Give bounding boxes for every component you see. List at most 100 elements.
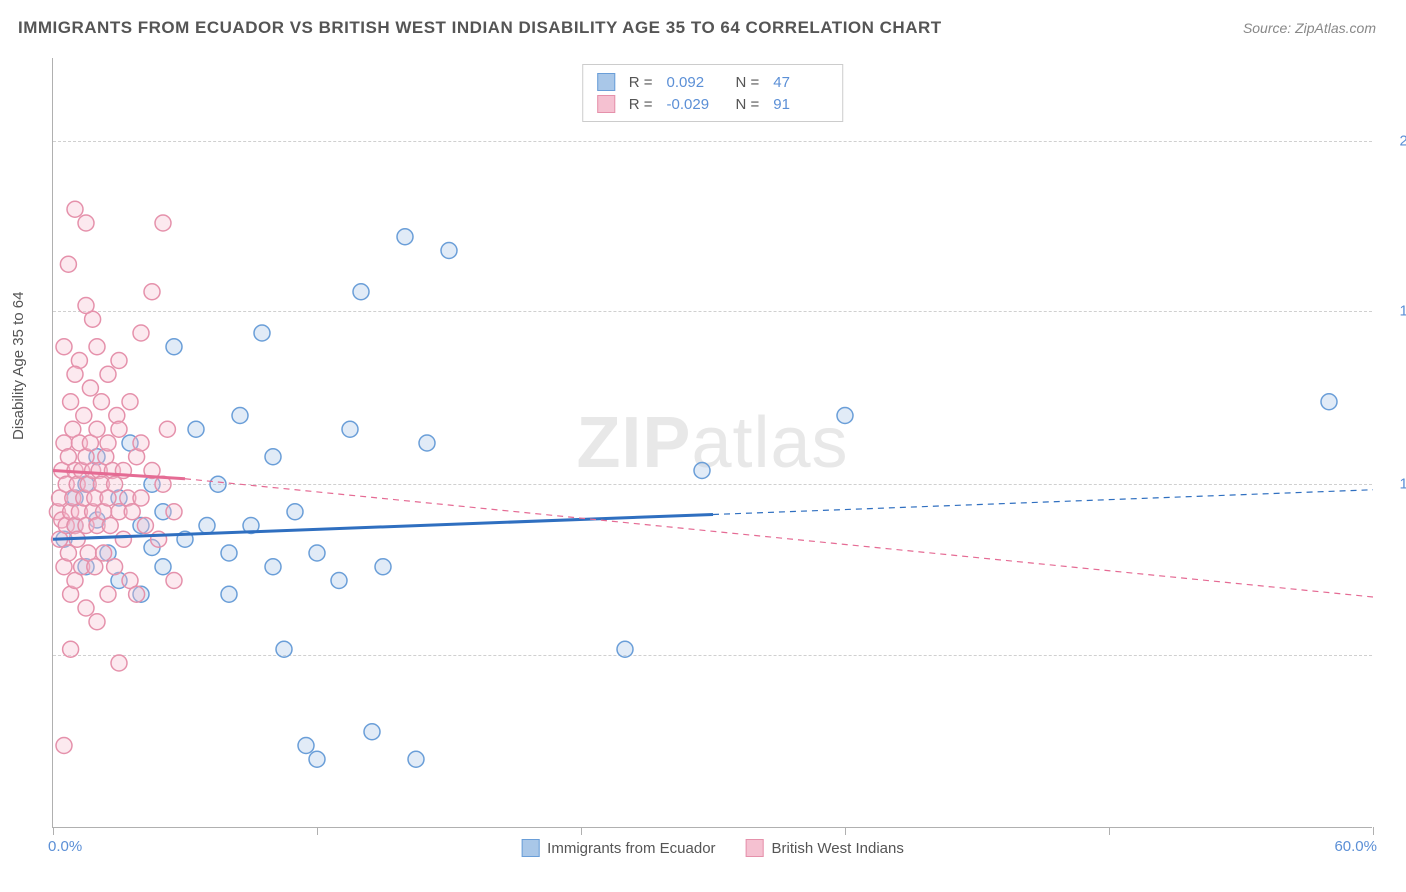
legend-swatch xyxy=(597,73,615,91)
scatter-point xyxy=(375,559,391,575)
chart-container: IMMIGRANTS FROM ECUADOR VS BRITISH WEST … xyxy=(0,0,1406,892)
scatter-point xyxy=(133,435,149,451)
scatter-point xyxy=(63,394,79,410)
legend-swatch xyxy=(597,95,615,113)
scatter-point xyxy=(124,504,140,520)
scatter-point xyxy=(254,325,270,341)
scatter-point xyxy=(87,559,103,575)
scatter-point xyxy=(89,339,105,355)
scatter-point xyxy=(837,408,853,424)
scatter-point xyxy=(56,339,72,355)
scatter-point xyxy=(76,408,92,424)
legend-series-label: British West Indians xyxy=(772,840,904,857)
x-tick xyxy=(317,827,318,835)
scatter-point xyxy=(210,476,226,492)
scatter-point xyxy=(188,421,204,437)
scatter-point xyxy=(78,215,94,231)
scatter-point xyxy=(111,353,127,369)
scatter-point xyxy=(166,573,182,589)
source-label: Source: ZipAtlas.com xyxy=(1243,20,1376,36)
legend-r-value: 0.092 xyxy=(667,74,722,91)
x-tick xyxy=(1109,827,1110,835)
y-tick-label: 25.0% xyxy=(1399,132,1406,149)
scatter-point xyxy=(364,724,380,740)
scatter-point xyxy=(82,380,98,396)
scatter-point xyxy=(102,518,118,534)
scatter-point xyxy=(155,559,171,575)
scatter-point xyxy=(221,545,237,561)
legend-series-item: British West Indians xyxy=(746,839,904,857)
scatter-point xyxy=(100,586,116,602)
scatter-point xyxy=(617,641,633,657)
legend-n-label: N = xyxy=(736,74,760,91)
scatter-point xyxy=(276,641,292,657)
scatter-point xyxy=(129,586,145,602)
scatter-point xyxy=(89,614,105,630)
scatter-point xyxy=(107,559,123,575)
scatter-point xyxy=(199,518,215,534)
scatter-point xyxy=(408,751,424,767)
x-tick xyxy=(53,827,54,835)
legend-n-value: 91 xyxy=(773,96,828,113)
x-axis-max-label: 60.0% xyxy=(1334,838,1377,855)
legend-series-item: Immigrants from Ecuador xyxy=(521,839,715,857)
legend-series-label: Immigrants from Ecuador xyxy=(547,840,715,857)
scatter-point xyxy=(100,366,116,382)
trend-line-dashed xyxy=(713,490,1373,515)
scatter-point xyxy=(265,559,281,575)
scatter-point xyxy=(67,366,83,382)
scatter-point xyxy=(115,531,131,547)
scatter-point xyxy=(166,504,182,520)
scatter-point xyxy=(107,476,123,492)
legend-series: Immigrants from Ecuador British West Indi… xyxy=(521,839,904,857)
legend-r-label: R = xyxy=(629,74,653,91)
scatter-point xyxy=(78,298,94,314)
legend-correlation-row: R = 0.092 N = 47 xyxy=(597,71,829,93)
scatter-point xyxy=(89,421,105,437)
scatter-point xyxy=(694,463,710,479)
scatter-point xyxy=(419,435,435,451)
scatter-point xyxy=(265,449,281,465)
scatter-point xyxy=(159,421,175,437)
legend-correlation-row: R = -0.029 N = 91 xyxy=(597,93,829,115)
legend-n-label: N = xyxy=(736,96,760,113)
scatter-point xyxy=(60,545,76,561)
scatter-point xyxy=(1321,394,1337,410)
scatter-point xyxy=(111,421,127,437)
scatter-point xyxy=(78,600,94,616)
scatter-point xyxy=(60,256,76,272)
scatter-point xyxy=(137,518,153,534)
plot-area: ZIPatlas 6.3%12.5%18.8%25.0% 0.0% 60.0% … xyxy=(52,58,1372,828)
scatter-point xyxy=(111,655,127,671)
y-axis-label: Disability Age 35 to 64 xyxy=(10,292,27,440)
scatter-point xyxy=(397,229,413,245)
scatter-point xyxy=(342,421,358,437)
trend-line-dashed xyxy=(185,479,1373,597)
scatter-point xyxy=(93,394,109,410)
legend-swatch xyxy=(746,839,764,857)
scatter-point xyxy=(56,738,72,754)
legend-n-value: 47 xyxy=(773,74,828,91)
scatter-point xyxy=(441,243,457,259)
scatter-point xyxy=(353,284,369,300)
scatter-point xyxy=(155,215,171,231)
scatter-point xyxy=(67,201,83,217)
scatter-point xyxy=(331,573,347,589)
scatter-point xyxy=(309,751,325,767)
x-tick xyxy=(581,827,582,835)
legend-r-label: R = xyxy=(629,96,653,113)
chart-title: IMMIGRANTS FROM ECUADOR VS BRITISH WEST … xyxy=(18,18,942,38)
scatter-point xyxy=(166,339,182,355)
y-tick-label: 12.5% xyxy=(1399,476,1406,493)
x-tick xyxy=(845,827,846,835)
scatter-point xyxy=(221,586,237,602)
legend-r-value: -0.029 xyxy=(667,96,722,113)
scatter-point xyxy=(133,490,149,506)
x-axis-min-label: 0.0% xyxy=(48,838,82,855)
scatter-svg xyxy=(53,58,1372,827)
scatter-point xyxy=(122,394,138,410)
y-tick-label: 18.8% xyxy=(1399,303,1406,320)
x-tick xyxy=(1373,827,1374,835)
scatter-point xyxy=(309,545,325,561)
scatter-point xyxy=(96,545,112,561)
